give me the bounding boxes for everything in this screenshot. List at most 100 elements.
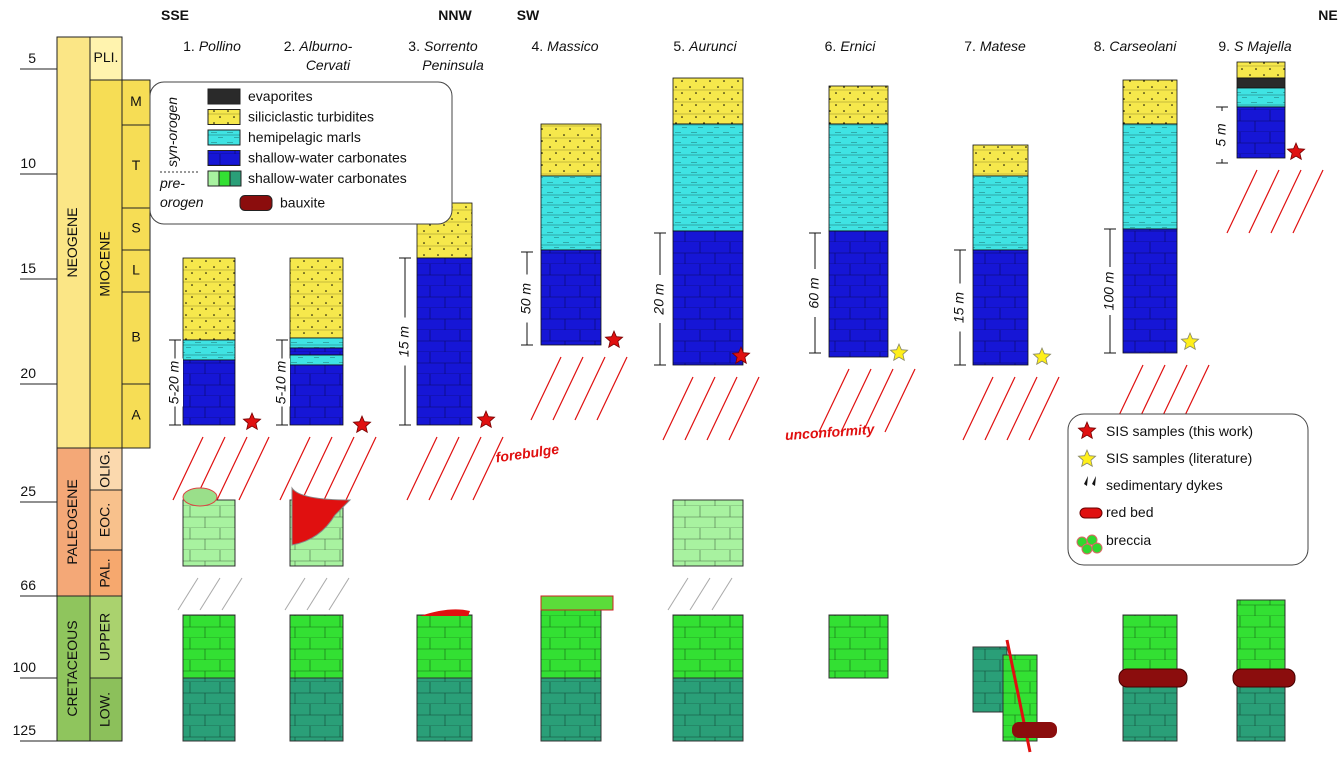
annotation: forebulge: [495, 441, 561, 466]
hatch: [530, 356, 562, 421]
hatch: [706, 376, 738, 441]
breccia: [540, 595, 614, 611]
legend-label: bauxite: [280, 195, 325, 211]
layer-pattern: [183, 500, 235, 566]
layer-pattern: [973, 176, 1028, 250]
section-number: 3.: [408, 38, 420, 54]
sample-star: [1286, 141, 1306, 161]
hatch: [172, 436, 204, 501]
layer-pattern: [973, 250, 1028, 365]
age-label: 66: [20, 577, 36, 593]
sample-star: [1180, 331, 1200, 351]
section-title: 5. Aurunci: [673, 38, 737, 54]
hatch: [177, 577, 199, 611]
legend-group: syn-orogen: [164, 97, 180, 167]
section-title: 9. S Majella: [1218, 38, 1291, 54]
layer-pattern: [290, 258, 343, 338]
layer-pattern: [541, 124, 601, 176]
chrono-cell: [121, 249, 151, 293]
layer-pattern: [541, 678, 601, 741]
layer-pattern: [541, 176, 601, 250]
scale-label: 60 m: [806, 277, 822, 308]
layer-pattern: [1237, 88, 1285, 107]
chrono-label: S: [131, 220, 140, 236]
section-title: 4. Massico: [531, 38, 598, 54]
section-name: Alburno-: [298, 38, 352, 54]
chrono-label: MIOCENE: [97, 231, 113, 296]
section-title: 7. Matese: [964, 38, 1026, 54]
chrono-label: OLIG.: [97, 450, 113, 487]
hatch: [1006, 376, 1038, 441]
chrono-cell: [89, 677, 123, 742]
scale-bg: [1214, 111, 1230, 159]
layer-pattern: [290, 338, 343, 348]
age-label: 20: [20, 365, 36, 381]
section-title: 3. Sorrento: [408, 38, 478, 54]
sample-star: [352, 414, 372, 434]
hatch: [596, 356, 628, 421]
hatch: [962, 376, 994, 441]
breccia: [182, 487, 218, 507]
hatch: [221, 577, 243, 611]
layer-pattern: [829, 231, 888, 357]
scale-label: 5 m: [1213, 123, 1229, 147]
chrono-label: EOC.: [97, 503, 113, 537]
scale-bg: [274, 358, 290, 407]
scale-label: 15 m: [396, 326, 412, 357]
scale-label: 5-10 m: [273, 360, 289, 404]
scale-label: 15 m: [951, 292, 967, 323]
hatch: [323, 436, 355, 501]
layer-pattern: [1237, 678, 1285, 741]
hatch: [284, 577, 306, 611]
layer-pattern: [973, 145, 1028, 176]
section-number: 1.: [183, 38, 195, 54]
layer-pattern: [673, 500, 743, 566]
legend-swatch: [207, 88, 241, 105]
chrono-cell: [56, 595, 91, 742]
scale-bg: [1102, 267, 1118, 315]
section-title: 8. Carseolani: [1094, 38, 1178, 54]
hatch: [279, 436, 311, 501]
breccia-symbol: [1091, 542, 1103, 554]
layer-pattern: [417, 615, 472, 678]
breccia-symbol: [1081, 543, 1093, 555]
layer-pattern: [1237, 600, 1285, 678]
section-name: S Majella: [1234, 38, 1292, 54]
chrono-label: A: [131, 407, 141, 423]
age-label: 5: [28, 50, 36, 66]
red-bed: [1232, 668, 1296, 688]
layer-pattern: [829, 86, 888, 124]
layer-pattern: [673, 124, 743, 231]
chrono-label: L: [132, 262, 140, 278]
section-number: 4.: [531, 38, 543, 54]
hatch: [345, 436, 377, 501]
hatch: [884, 368, 916, 433]
scale-bg: [807, 269, 823, 317]
layer-pattern: [417, 258, 472, 425]
layer-pattern: [1123, 615, 1177, 678]
section-name: Matese: [980, 38, 1026, 54]
hatch: [199, 577, 221, 611]
red-bed: [291, 486, 352, 546]
section-name: Sorrento: [424, 38, 478, 54]
legend-pattern: [208, 150, 240, 166]
legend-pattern: [208, 130, 240, 145]
chrono-label: B: [131, 329, 140, 345]
annotation: unconformity: [784, 421, 876, 443]
sample-star: [1032, 346, 1052, 366]
hatch: [428, 436, 460, 501]
legend-label: breccia: [1106, 532, 1151, 548]
hatch: [450, 436, 482, 501]
layer-pattern: [183, 678, 235, 741]
hatch: [689, 577, 711, 611]
chrono-label: CRETACEOUS: [64, 620, 80, 716]
direction: SSE: [161, 7, 189, 23]
chrono-label: LOW.: [97, 692, 113, 727]
layer-pattern: [1123, 124, 1177, 229]
hatch: [728, 376, 760, 441]
dyke-symbol: [1084, 476, 1096, 486]
sample-star: [1077, 448, 1097, 468]
section-title: 2. Alburno-: [284, 38, 353, 54]
redbed-symbol: [1079, 507, 1103, 519]
